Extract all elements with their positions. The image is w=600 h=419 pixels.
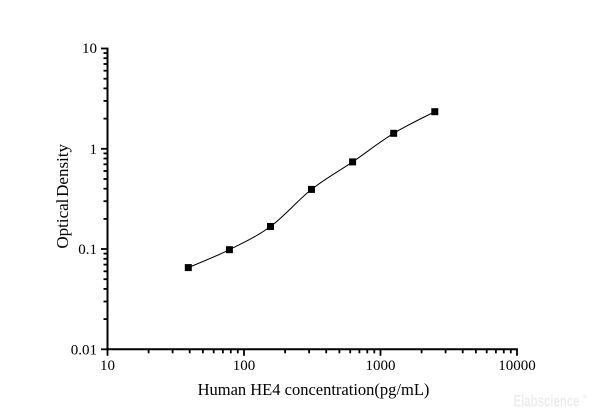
svg-text:10: 10 [100, 358, 115, 374]
svg-text:0.01: 0.01 [71, 342, 97, 358]
svg-text:Optical Density: Optical Density [53, 143, 72, 248]
svg-text:100: 100 [233, 358, 256, 374]
svg-text:0.1: 0.1 [78, 242, 97, 258]
svg-text:1000: 1000 [366, 358, 396, 374]
svg-text:10: 10 [82, 41, 97, 57]
svg-text:10000: 10000 [498, 358, 536, 374]
svg-text:®: ® [583, 394, 588, 401]
svg-text:1: 1 [90, 142, 98, 158]
svg-text:Human HE4 concentration(pg/mL): Human HE4 concentration(pg/mL) [198, 380, 430, 399]
svg-text:Elabscience: Elabscience [514, 392, 580, 411]
